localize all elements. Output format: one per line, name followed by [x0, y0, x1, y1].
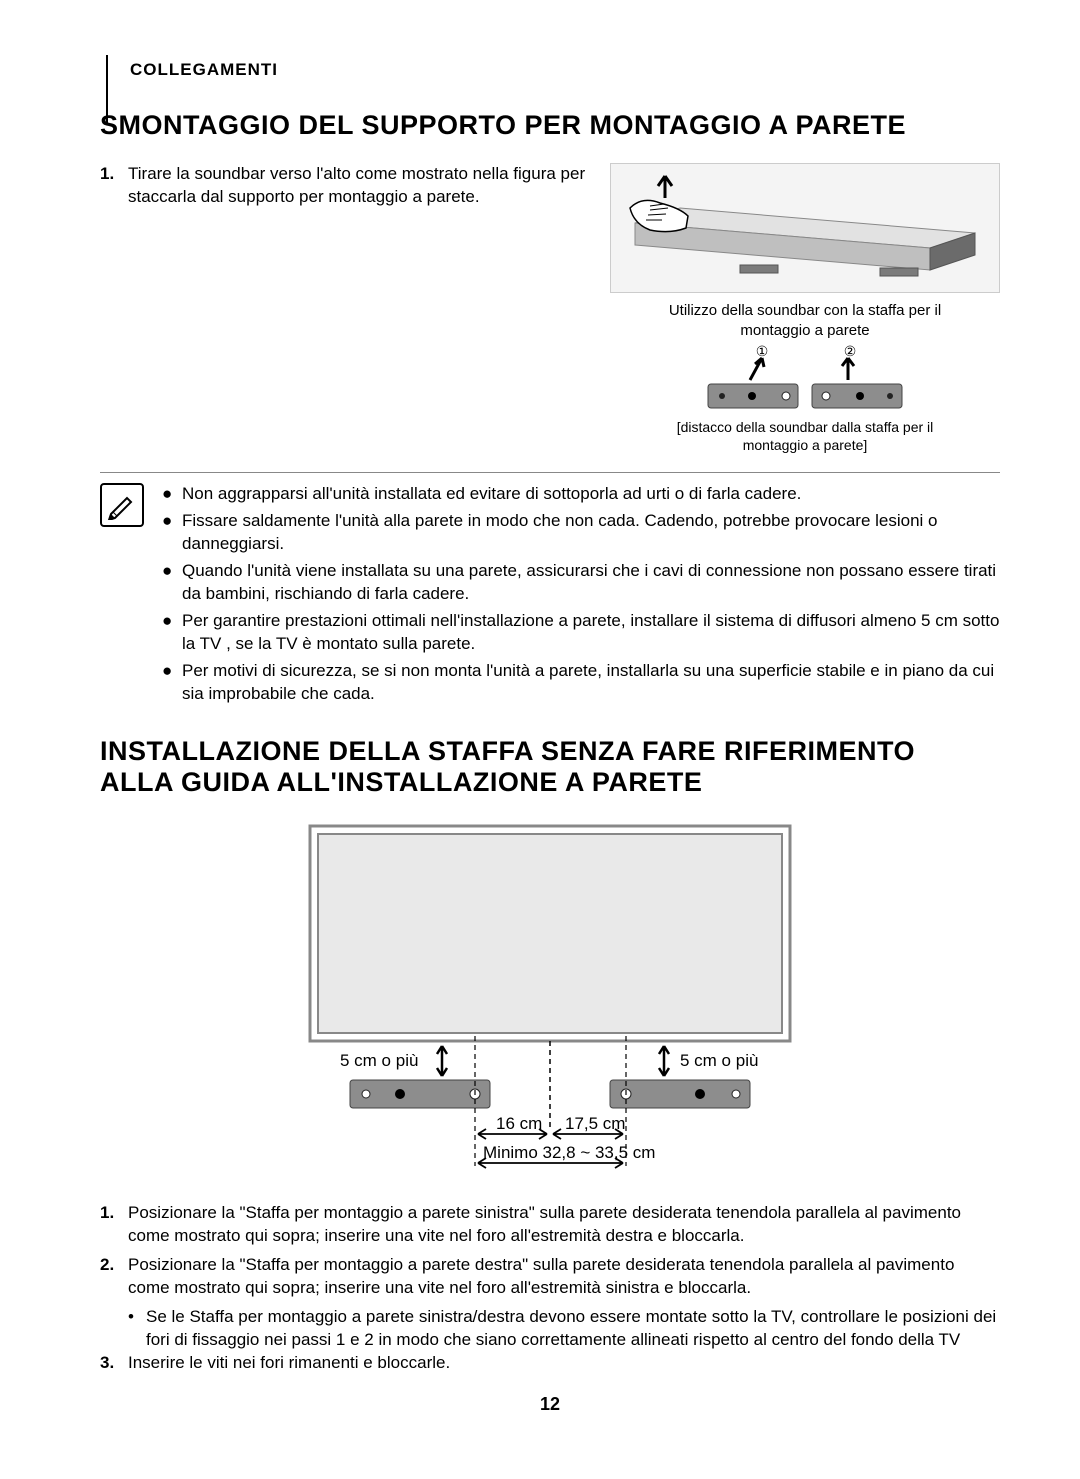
note-text: Fissare saldamente l'unità alla parete i… [182, 510, 1000, 556]
bracket-diagram-svg: ① ② [700, 344, 910, 412]
step-1: 1. Tirare la soundbar verso l'alto come … [100, 163, 586, 209]
mounting-dimensions-svg: 5 cm o più 5 cm o più 16 cm 17,5 cm [270, 818, 830, 1178]
caption-line: Utilizzo della soundbar con la staffa pe… [669, 302, 941, 319]
label: Minimo 32,8 ~ 33,5 cm [483, 1143, 655, 1162]
note-item: ●Quando l'unità viene installata su una … [162, 560, 1000, 606]
note-section: ●Non aggrapparsi all'unità installata ed… [100, 472, 1000, 709]
page-number: 12 [100, 1394, 1000, 1415]
note-text: Per motivi di sicurezza, se si non monta… [182, 660, 1000, 706]
note-text: Per garantire prestazioni ottimali nell'… [182, 610, 1000, 656]
label: 16 cm [496, 1114, 542, 1133]
figure-caption-1: Utilizzo della soundbar con la staffa pe… [610, 301, 1000, 340]
note-text: Non aggrapparsi all'unità installata ed … [182, 483, 801, 506]
step-number: 2. [100, 1254, 128, 1300]
note-list: ●Non aggrapparsi all'unità installata ed… [162, 483, 1000, 709]
sub-text: Se le Staffa per montaggio a parete sini… [146, 1306, 1000, 1352]
col-text: 1. Tirare la soundbar verso l'alto come … [100, 163, 586, 458]
step-2-1: 1. Posizionare la "Staffa per montaggio … [100, 1202, 1000, 1248]
note-item: ●Fissare saldamente l'unità alla parete … [162, 510, 1000, 556]
heading-line: ALLA GUIDA ALL'INSTALLAZIONE A PARETE [100, 767, 702, 797]
note-item: ●Per garantire prestazioni ottimali nell… [162, 610, 1000, 656]
step-number: 1. [100, 1202, 128, 1248]
bracket-diagram-row: ① ② [700, 344, 910, 412]
caption-line: montaggio a parete] [743, 437, 868, 453]
step-number: 3. [100, 1352, 128, 1375]
note-icon [100, 483, 144, 527]
side-rule [106, 55, 108, 125]
note-text: Quando l'unità viene installata su una p… [182, 560, 1000, 606]
pencil-icon [107, 490, 137, 520]
bullet-dot: • [128, 1306, 146, 1352]
mounting-dimensions-diagram: 5 cm o più 5 cm o più 16 cm 17,5 cm [270, 818, 830, 1178]
caption-line: montaggio a parete [740, 322, 869, 339]
note-row: ●Non aggrapparsi all'unità installata ed… [100, 483, 1000, 709]
label: 5 cm o più [680, 1051, 758, 1070]
figure-caption-2: [distacco della soundbar dalla staffa pe… [610, 418, 1000, 454]
section-label: COLLEGAMENTI [130, 60, 1000, 80]
step-2-sub: • Se le Staffa per montaggio a parete si… [128, 1306, 1000, 1352]
step-text: Posizionare la "Staffa per montaggio a p… [128, 1202, 1000, 1248]
heading-line: INSTALLAZIONE DELLA STAFFA SENZA FARE RI… [100, 736, 915, 766]
badge: ① [756, 344, 769, 359]
step-text: Posizionare la "Staffa per montaggio a p… [128, 1254, 1000, 1300]
caption-line: [distacco della soundbar dalla staffa pe… [677, 419, 934, 435]
label: 5 cm o più [340, 1051, 418, 1070]
row-figure-text: 1. Tirare la soundbar verso l'alto come … [100, 163, 1000, 458]
step-2-3: 3. Inserire le viti nei fori rimanenti e… [100, 1352, 1000, 1375]
note-item: ●Non aggrapparsi all'unità installata ed… [162, 483, 1000, 506]
step-text: Inserire le viti nei fori rimanenti e bl… [128, 1352, 1000, 1375]
soundbar-lift-svg [620, 168, 990, 288]
heading-install-bracket: INSTALLAZIONE DELLA STAFFA SENZA FARE RI… [100, 736, 1000, 798]
heading-detaching: SMONTAGGIO DEL SUPPORTO PER MONTAGGIO A … [100, 110, 1000, 141]
step-number: 1. [100, 163, 128, 209]
figure-soundbar-lift [610, 163, 1000, 293]
label: 17,5 cm [565, 1114, 625, 1133]
manual-page: COLLEGAMENTI SMONTAGGIO DEL SUPPORTO PER… [0, 0, 1080, 1455]
step-text: Tirare la soundbar verso l'alto come mos… [128, 163, 586, 209]
col-figure: Utilizzo della soundbar con la staffa pe… [610, 163, 1000, 458]
badge: ② [844, 344, 857, 359]
note-item: ●Per motivi di sicurezza, se si non mont… [162, 660, 1000, 706]
step-2-2: 2. Posizionare la "Staffa per montaggio … [100, 1254, 1000, 1300]
